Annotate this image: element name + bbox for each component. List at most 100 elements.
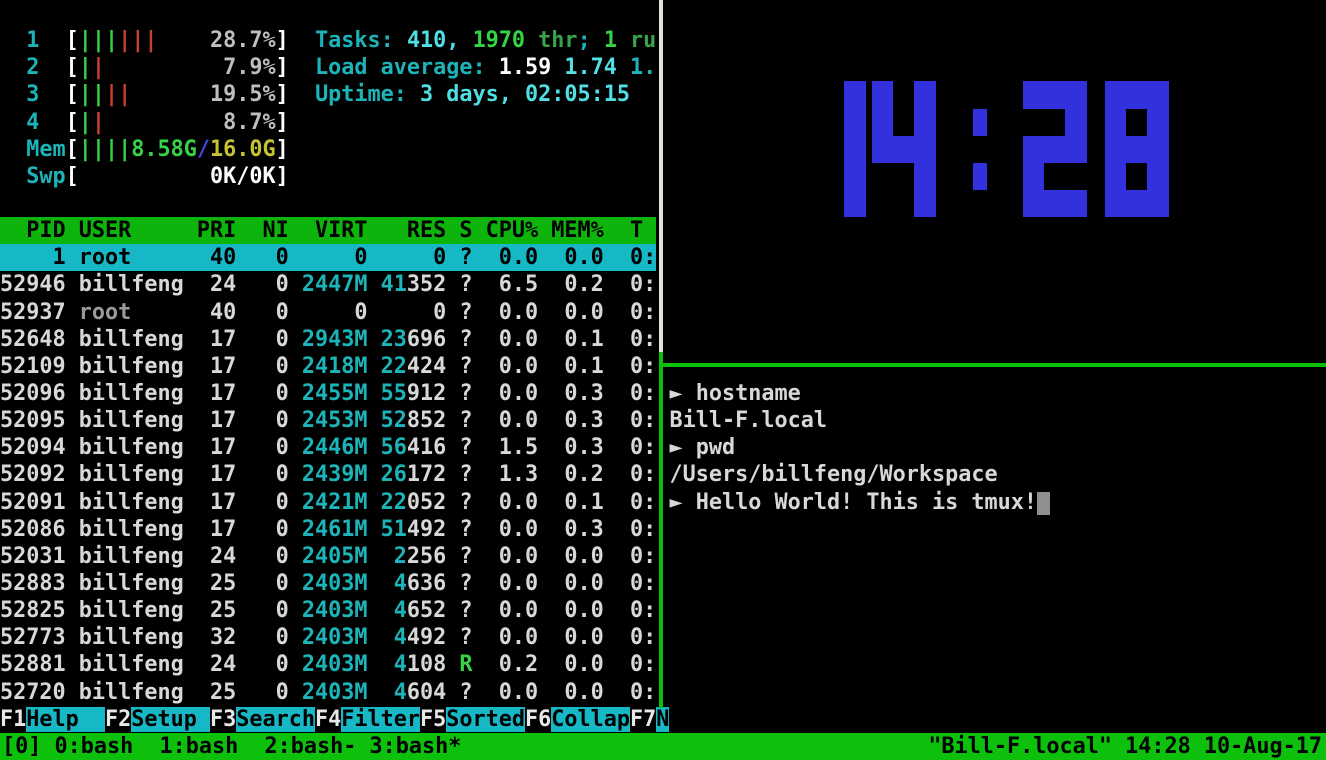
text-segment: 4: [26, 109, 40, 135]
text-segment: [236, 652, 249, 677]
terminal-cursor: [1036, 491, 1051, 515]
text-segment: [66, 327, 79, 352]
fkey-F3-label[interactable]: Search: [236, 706, 315, 732]
text-segment: 0:: [629, 353, 657, 379]
pane-border-vertical-active[interactable]: [659, 352, 663, 708]
process-row-52946[interactable]: 52946 billfeng 24 0 2447M 41352 ? 6.5 0.…: [0, 271, 656, 298]
fkey-F1[interactable]: F1: [0, 706, 27, 732]
text-segment: ]: [275, 109, 289, 135]
text-segment: [184, 571, 197, 596]
fkey-F2-label[interactable]: Setup: [131, 706, 210, 732]
text-segment: billfeng: [78, 489, 184, 515]
process-row-52720[interactable]: 52720 billfeng 25 0 2403M 4604 ? 0.0 0.0…: [0, 679, 656, 706]
fkey-F5-label[interactable]: Sorted: [446, 706, 525, 732]
text-segment: [538, 517, 551, 542]
tmux-window-0[interactable]: 0:bash: [54, 733, 134, 759]
text-segment: RES: [406, 218, 447, 244]
fkey-F7[interactable]: F7: [630, 706, 657, 732]
text-segment: ]: [275, 163, 289, 189]
text-segment: 2403M: [301, 625, 368, 651]
text-segment: [66, 625, 79, 650]
text-segment: [446, 625, 459, 650]
text-segment: [236, 517, 249, 542]
text-segment: 0.3: [564, 435, 604, 461]
process-row-52091[interactable]: 52091 billfeng 17 0 2421M 22052 ? 0.0 0.…: [0, 489, 656, 516]
fkey-F5[interactable]: F5: [420, 706, 447, 732]
tmux-window-3[interactable]: 3:bash*: [369, 733, 462, 759]
text-segment: [249, 571, 275, 596]
text-segment: [446, 571, 459, 596]
text-segment: 0: [275, 326, 289, 352]
process-row-52648[interactable]: 52648 billfeng 17 0 2943M 23696 ? 0.0 0.…: [0, 326, 656, 353]
text-segment: R: [459, 652, 473, 678]
process-table-header[interactable]: PID USER PRI NI VIRT RES S CPU% MEM% T: [0, 217, 657, 245]
clock-segment: [1023, 135, 1045, 163]
process-row-52094[interactable]: 52094 billfeng 17 0 2446M 56416 ? 1.5 0.…: [0, 434, 656, 461]
text-segment: [551, 245, 564, 270]
process-row-52086[interactable]: 52086 billfeng 17 0 2461M 51492 ? 0.0 0.…: [0, 516, 656, 543]
text-segment: [367, 517, 380, 542]
text-segment: [289, 381, 302, 406]
process-row-52881[interactable]: 52881 billfeng 24 0 2403M 4108 R 0.2 0.0…: [0, 651, 656, 678]
fkey-F1-label[interactable]: Help: [26, 706, 105, 732]
text-segment: [105, 110, 210, 135]
text-segment: 24: [209, 652, 237, 678]
text-segment: [249, 300, 275, 325]
fkey-F7-label[interactable]: N: [656, 706, 670, 732]
text-segment: 2403M: [301, 571, 368, 596]
process-row-52825[interactable]: 52825 billfeng 25 0 2403M 4652 ? 0.0 0.0…: [0, 597, 656, 624]
clock-segment: [973, 162, 988, 190]
text-segment: [604, 327, 630, 352]
process-row-52937[interactable]: 52937 root 40 0 0 0 ? 0.0 0.0 0:: [0, 299, 656, 326]
process-row-1[interactable]: 1 root 40 0 0 0 ? 0.0 0.0 0:: [0, 244, 657, 272]
fkey-F4[interactable]: F4: [315, 706, 342, 732]
text-segment: billfeng: [78, 272, 184, 298]
text-segment: 40: [210, 299, 237, 325]
text-segment: ;: [577, 28, 604, 54]
mem-meter: Mem[||||8.58G/16.0G]: [26, 136, 289, 163]
fkey-F3[interactable]: F3: [210, 706, 237, 732]
fkey-F6[interactable]: F6: [525, 706, 552, 732]
text-segment: 0:: [630, 299, 657, 325]
text-segment: [367, 435, 380, 460]
process-row-52092[interactable]: 52092 billfeng 17 0 2439M 26172 ? 1.3 0.…: [0, 461, 656, 488]
text-segment: 0: [354, 299, 368, 325]
text-segment: [289, 218, 302, 243]
text-segment: 0: [275, 272, 289, 298]
text-segment: [: [65, 82, 79, 108]
text-segment: 0: [354, 245, 368, 271]
text-segment: [604, 245, 630, 270]
process-row-52883[interactable]: 52883 billfeng 25 0 2403M 4636 ? 0.0 0.0…: [0, 570, 656, 597]
text-segment: [604, 517, 630, 542]
text-segment: 0: [275, 652, 289, 678]
process-row-52773[interactable]: 52773 billfeng 32 0 2403M 4492 ? 0.0 0.0…: [0, 624, 656, 651]
fkey-F4-label[interactable]: Filter: [341, 706, 420, 732]
process-row-52095[interactable]: 52095 billfeng 17 0 2453M 52852 ? 0.0 0.…: [0, 407, 656, 434]
text-segment: 0.0: [564, 299, 604, 325]
text-segment: [446, 300, 459, 325]
pane-border-horizontal-active[interactable]: [659, 363, 1326, 367]
process-row-52096[interactable]: 52096 billfeng 17 0 2455M 55912 ? 0.0 0.…: [0, 380, 656, 407]
text-segment: [184, 462, 197, 487]
text-segment: ||: [78, 82, 105, 108]
fkey-F2[interactable]: F2: [105, 706, 132, 732]
text-segment: 17: [209, 435, 237, 461]
process-row-52109[interactable]: 52109 billfeng 17 0 2418M 22424 ? 0.0 0.…: [0, 353, 656, 380]
tasks-line: Tasks: 410, 1970 thr; 1 ru: [315, 27, 656, 54]
text-segment: 0:: [629, 272, 657, 298]
text-segment: 2943M: [301, 326, 368, 352]
clock-segment: [1147, 135, 1169, 163]
text-segment: PID: [26, 218, 66, 244]
text-segment: [538, 354, 551, 379]
clock-segment: [973, 108, 988, 136]
pane-border-vertical-inactive[interactable]: [659, 0, 663, 352]
text-segment: [446, 245, 459, 270]
text-segment: 2405M: [301, 543, 368, 569]
tmux-window-2[interactable]: 2:bash-: [264, 733, 357, 759]
text-segment: 0: [275, 381, 289, 406]
process-row-52031[interactable]: 52031 billfeng 24 0 2405M 2256 ? 0.0 0.0…: [0, 543, 656, 570]
text-segment: [184, 490, 197, 515]
tmux-window-1[interactable]: 1:bash: [159, 733, 239, 759]
fkey-F6-label[interactable]: Collap: [551, 706, 630, 732]
text-segment: 40: [210, 245, 237, 271]
